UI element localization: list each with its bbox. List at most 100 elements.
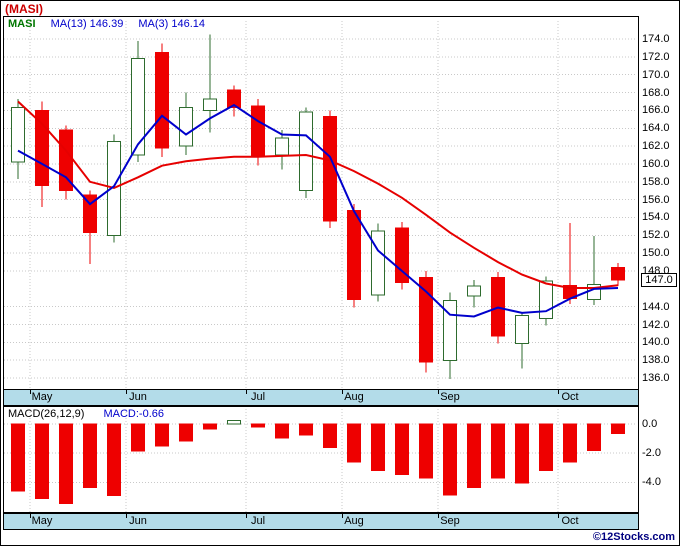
- macd-bar: [539, 423, 553, 472]
- candle-body: [539, 280, 553, 319]
- month-tick: [246, 514, 247, 518]
- price-tick-label: 172.0: [642, 51, 670, 63]
- macd-chart-svg: [4, 409, 636, 512]
- price-tick-label: 168.0: [642, 87, 670, 99]
- price-tick-label: 160.0: [642, 158, 670, 170]
- macd-bar: [443, 423, 457, 496]
- price-tick-label: 152.0: [642, 229, 670, 241]
- macd-legend: MACD(26,12,9) MACD:-0.66: [8, 408, 164, 420]
- price-tick-label: 166.0: [642, 104, 670, 116]
- price-tick-label: 140.0: [642, 336, 670, 348]
- month-label: Oct: [561, 515, 579, 527]
- candle-body: [419, 276, 433, 363]
- macd-bar: [563, 423, 577, 463]
- macd-bar: [395, 423, 409, 475]
- month-tick: [342, 514, 343, 518]
- month-label: May: [31, 391, 53, 403]
- price-chart-panel: MASI MA(13) 146.39 MA(3) 146.14 May Jun Ju…: [3, 16, 639, 406]
- candle-body: [251, 105, 265, 158]
- candle-body: [131, 58, 145, 156]
- candle-body: [35, 109, 49, 186]
- macd-bar: [347, 423, 361, 463]
- month-label: Oct: [561, 391, 579, 403]
- month-tick: [246, 390, 247, 394]
- candle-body: [227, 89, 241, 109]
- candle-body: [179, 107, 193, 147]
- ma-line-ma13: [17, 100, 619, 289]
- candle-body: [155, 51, 169, 149]
- month-label: Jul: [250, 515, 266, 527]
- month-axis-top: May Jun Jul Aug Sep Oct: [4, 389, 638, 405]
- month-label: Jun: [129, 515, 147, 527]
- macd-bar: [179, 423, 193, 442]
- candle-body: [275, 137, 289, 156]
- macd-bar: [11, 423, 25, 492]
- current-price-label: 147.0: [641, 273, 677, 287]
- macd-tick-label: -4.0: [642, 476, 661, 488]
- month-tick: [558, 390, 559, 394]
- candle-body: [371, 230, 385, 296]
- price-tick-label: 150.0: [642, 247, 670, 259]
- macd-bar: [131, 423, 145, 452]
- macd-bar: [251, 423, 265, 428]
- month-label: Aug: [344, 391, 364, 403]
- candle-body: [347, 209, 361, 300]
- price-legend: MASI MA(13) 146.39 MA(3) 146.14: [8, 18, 217, 30]
- macd-bar: [323, 423, 337, 448]
- price-tick-label: 174.0: [642, 33, 670, 45]
- price-chart-svg: [4, 21, 636, 389]
- price-tick-label: 138.0: [642, 354, 670, 366]
- macd-panel: MACD(26,12,9) MACD:-0.66: [3, 406, 639, 513]
- macd-tick-label: 0.0: [642, 418, 658, 430]
- macd-bar: [299, 423, 313, 436]
- month-label: Jul: [250, 391, 266, 403]
- macd-tick-label: -2.0: [642, 447, 661, 459]
- candle-body: [83, 194, 97, 234]
- candle-body: [323, 116, 337, 222]
- price-tick-label: 170.0: [642, 69, 670, 81]
- month-tick: [342, 390, 343, 394]
- month-tick: [30, 514, 31, 518]
- month-label: Jun: [129, 391, 147, 403]
- macd-bar: [155, 423, 169, 447]
- month-axis-bottom: May Jun Jul Aug Sep Oct: [3, 513, 639, 530]
- candle-body: [611, 266, 625, 281]
- macd-bar: [587, 423, 601, 451]
- month-tick: [558, 514, 559, 518]
- page-title: (MASI): [5, 2, 43, 16]
- month-label: Sep: [440, 515, 460, 527]
- macd-bar: [611, 423, 625, 435]
- month-label: Aug: [344, 515, 364, 527]
- price-tick-label: 142.0: [642, 319, 670, 331]
- price-tick-label: 148.0: [642, 265, 670, 277]
- macd-bar: [83, 423, 97, 488]
- macd-bar: [203, 423, 217, 430]
- price-tick-label: 164.0: [642, 122, 670, 134]
- watermark: ©12Stocks.com: [592, 531, 675, 543]
- macd-bar: [227, 419, 241, 425]
- macd-bar: [59, 423, 73, 505]
- macd-bar: [371, 423, 385, 472]
- price-tick-label: 162.0: [642, 140, 670, 152]
- month-tick: [126, 514, 127, 518]
- legend-symbol: MASI: [8, 18, 36, 30]
- month-tick: [126, 390, 127, 394]
- price-tick-label: 136.0: [642, 372, 670, 384]
- month-tick: [438, 514, 439, 518]
- candle-body: [467, 285, 481, 297]
- price-tick-label: 154.0: [642, 211, 670, 223]
- candle-body: [299, 111, 313, 192]
- macd-bar: [467, 423, 481, 488]
- month-label: Sep: [440, 391, 460, 403]
- macd-bar: [515, 423, 529, 484]
- price-tick-label: 144.0: [642, 301, 670, 313]
- candle-body: [203, 98, 217, 111]
- price-tick-label: 158.0: [642, 176, 670, 188]
- macd-value: MACD:-0.66: [103, 408, 165, 420]
- macd-bar: [275, 423, 289, 439]
- legend-ma13: MA(13) 146.39: [50, 18, 124, 30]
- price-tick-label: 156.0: [642, 194, 670, 206]
- month-label: May: [31, 515, 53, 527]
- macd-bar: [491, 423, 505, 479]
